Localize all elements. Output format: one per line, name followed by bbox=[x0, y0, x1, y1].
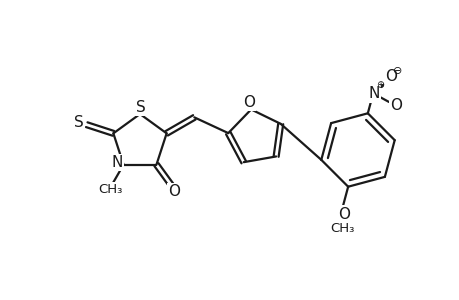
Text: O: O bbox=[337, 206, 349, 221]
Text: S: S bbox=[136, 100, 146, 115]
Text: ⊕: ⊕ bbox=[375, 80, 383, 90]
Text: CH₃: CH₃ bbox=[330, 222, 354, 235]
Text: S: S bbox=[74, 115, 84, 130]
Text: O: O bbox=[389, 98, 401, 113]
Text: O: O bbox=[384, 70, 396, 85]
Text: N: N bbox=[368, 86, 379, 101]
Text: O: O bbox=[168, 184, 179, 199]
Text: O: O bbox=[243, 95, 255, 110]
Text: N: N bbox=[112, 155, 123, 170]
Text: CH₃: CH₃ bbox=[98, 183, 123, 196]
Text: ⊖: ⊖ bbox=[392, 66, 402, 76]
